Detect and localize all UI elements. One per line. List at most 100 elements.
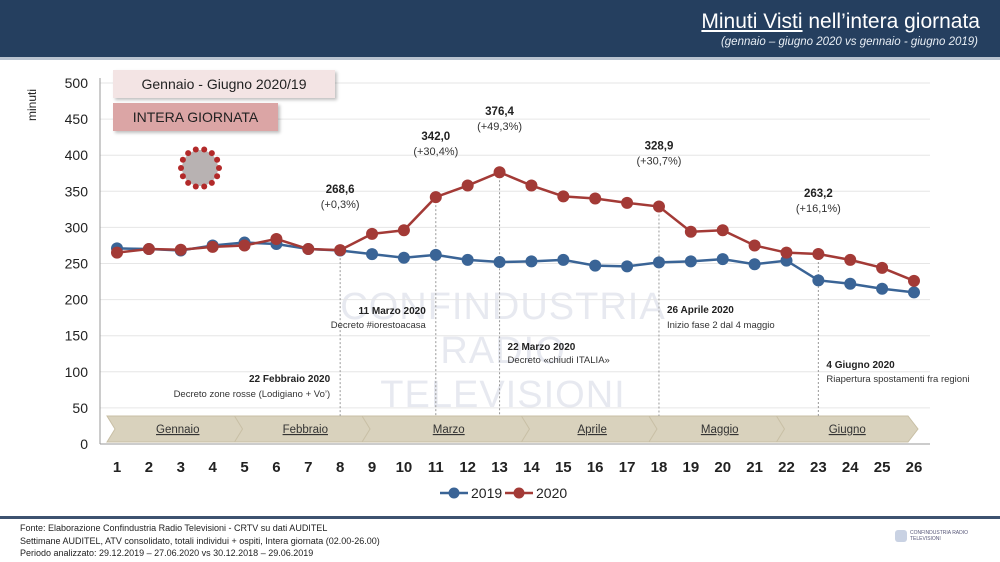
x-tick-label: 3	[177, 459, 185, 476]
month-label: Febbraio	[283, 424, 328, 436]
data-point-2020	[111, 246, 123, 259]
y-tick-label: 450	[65, 111, 89, 127]
month-label: Giugno	[829, 424, 866, 436]
x-tick-label: 7	[304, 459, 312, 476]
legend-label: 2019	[471, 485, 502, 501]
data-label-value: 342,0	[421, 131, 450, 143]
footer-line: Settimane AUDITEL, ATV consolidato, tota…	[20, 535, 380, 546]
footer-logo: CONFINDUSTRIA RADIO TELEVISIONI	[895, 530, 1000, 542]
data-point-2019	[908, 286, 920, 299]
data-point-2019	[429, 248, 442, 261]
logo-icon	[895, 530, 907, 542]
event-date: 4 Giugno 2020	[826, 360, 895, 371]
x-tick-label: 20	[714, 459, 731, 476]
data-point-2019	[589, 259, 602, 272]
data-point-2020	[557, 190, 570, 203]
data-point-2020	[334, 244, 347, 257]
title-underlined: Minuti Visti	[701, 10, 803, 33]
x-tick-label: 23	[810, 459, 827, 476]
data-label-value: 263,2	[804, 188, 833, 200]
virus-spike	[178, 165, 184, 171]
x-tick-label: 24	[842, 459, 859, 476]
x-tick-label: 10	[396, 459, 413, 476]
period-box: Gennaio - Giugno 2020/19	[113, 70, 335, 98]
data-point-2019	[397, 251, 410, 264]
virus-spike	[179, 156, 186, 163]
data-point-2020	[174, 243, 187, 256]
data-point-2020	[589, 192, 602, 205]
page-title: Minuti Visti nell’intera giornata	[701, 10, 980, 34]
y-tick-label: 0	[80, 436, 88, 452]
data-label-pct: (+30,7%)	[636, 156, 681, 168]
y-tick-label: 500	[65, 75, 89, 91]
data-label-value: 328,9	[645, 141, 674, 153]
data-point-2020	[748, 239, 761, 252]
legend-marker-2020	[513, 487, 525, 499]
y-tick-label: 50	[72, 400, 88, 416]
data-point-2020	[142, 243, 155, 256]
y-tick-label: 150	[65, 328, 89, 344]
virus-spike	[185, 150, 192, 157]
virus-spike	[179, 173, 186, 180]
x-tick-label: 22	[778, 459, 795, 476]
event-text: Inizio fase 2 dal 4 maggio	[667, 320, 775, 331]
x-tick-label: 26	[906, 459, 923, 476]
data-point-2020	[429, 191, 442, 204]
title-rest: nell’intera giornata	[802, 10, 980, 33]
data-label-pct: (+16,1%)	[796, 203, 841, 215]
data-point-2019	[493, 256, 506, 269]
footer-divider	[0, 516, 1000, 519]
data-point-2020	[525, 179, 538, 192]
data-point-2020	[206, 240, 219, 253]
data-point-2020	[908, 274, 920, 287]
x-tick-label: 21	[746, 459, 763, 476]
legend-marker-2019	[448, 487, 460, 499]
watermark-line: RADIO TELEVISIONI	[380, 330, 626, 416]
data-point-2020	[812, 247, 825, 260]
data-point-2019	[684, 255, 697, 268]
month-label: Marzo	[433, 424, 465, 436]
data-label-value: 268,6	[326, 184, 355, 196]
data-point-2019	[812, 274, 825, 287]
virus-spike	[185, 179, 192, 186]
legend-label: 2020	[536, 485, 567, 501]
data-point-2020	[716, 224, 729, 237]
month-label: Aprile	[577, 424, 606, 436]
x-tick-label: 14	[523, 459, 540, 476]
x-tick-label: 13	[491, 459, 508, 476]
y-tick-label: 250	[65, 256, 89, 272]
data-point-2020	[366, 227, 379, 240]
virus-icon	[182, 150, 218, 186]
data-label-pct: (+49,3%)	[477, 121, 522, 133]
x-tick-label: 15	[555, 459, 572, 476]
y-tick-label: 400	[65, 147, 89, 163]
data-point-2020	[876, 261, 889, 274]
y-axis-label: minuti	[25, 89, 39, 121]
event-date: 22 Marzo 2020	[508, 342, 576, 353]
x-tick-label: 16	[587, 459, 604, 476]
scope-box: INTERA GIORNATA	[113, 103, 278, 131]
x-tick-label: 2	[145, 459, 153, 476]
y-tick-label: 100	[65, 364, 89, 380]
event-text: Decreto #iorestoacasa	[331, 320, 427, 331]
data-point-2019	[844, 277, 857, 290]
month-label: Maggio	[701, 424, 739, 436]
virus-spike	[201, 183, 208, 190]
virus-spike	[208, 179, 215, 186]
data-point-2020	[302, 243, 315, 256]
data-point-2019	[621, 260, 634, 273]
virus-spike	[192, 183, 199, 190]
x-tick-label: 18	[651, 459, 668, 476]
data-point-2020	[238, 239, 251, 252]
x-tick-label: 1	[113, 459, 121, 476]
virus-spike	[214, 173, 221, 180]
footer-notes: Fonte: Elaborazione Confindustria Radio …	[20, 522, 380, 560]
data-point-2019	[652, 256, 665, 269]
data-point-2019	[366, 248, 379, 261]
x-tick-label: 8	[336, 459, 344, 476]
y-tick-label: 200	[65, 292, 89, 308]
virus-spike	[201, 146, 208, 153]
data-point-2020	[397, 224, 410, 237]
data-label-pct: (+30,4%)	[413, 146, 458, 158]
